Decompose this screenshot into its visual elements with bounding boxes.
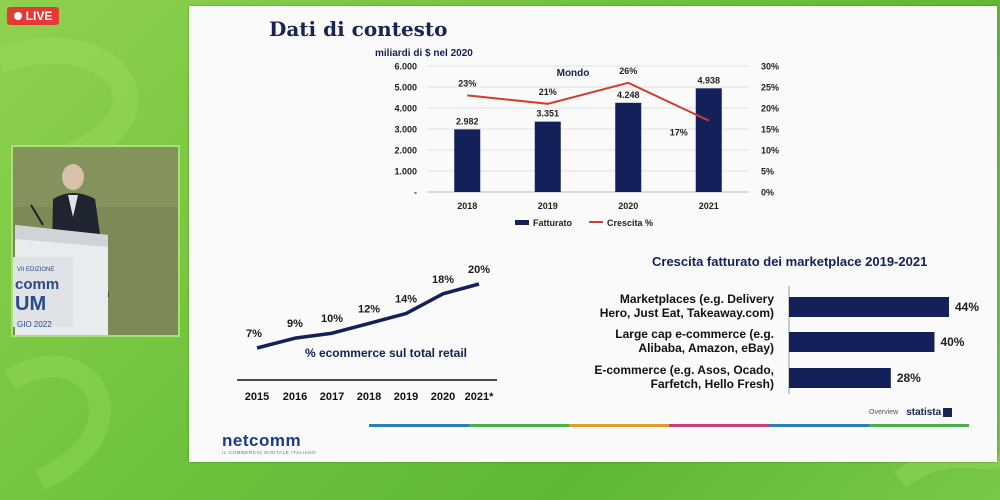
presentation-slide: Dati di contesto miliardi di $ nel 2020 -… bbox=[189, 6, 997, 462]
statista-logo: statista bbox=[906, 407, 953, 418]
color-strip bbox=[369, 424, 969, 427]
chart1-bar bbox=[534, 121, 561, 192]
chart1-y-left-tick: 5.000 bbox=[394, 83, 417, 93]
chart1-y-right-tick: 30% bbox=[761, 62, 779, 72]
chart3-bar bbox=[789, 368, 891, 388]
chart1-y-left-tick: 3.000 bbox=[394, 125, 417, 135]
chart1-legend-bar-swatch bbox=[515, 220, 529, 225]
chart3-category-label: Large cap e-commerce (e.g. bbox=[615, 327, 774, 341]
chart1-bar-label: 4.938 bbox=[697, 75, 720, 85]
chart1-x-tick: 2018 bbox=[457, 201, 477, 211]
chart1-title: Mondo bbox=[557, 68, 590, 79]
ecommerce-share-chart-svg: 7% 9% 10% 12% 14% 18% 20% % ecommerce sul total… bbox=[237, 264, 497, 403]
chart1-x-tick: 2021 bbox=[699, 201, 719, 211]
chart2-line bbox=[256, 282, 480, 350]
chart1-y-right-tick: 10% bbox=[761, 146, 779, 156]
revenue-growth-chart-svg: miliardi di $ nel 2020 - 1.000 2.000 3.000 4.… bbox=[375, 48, 779, 228]
chart1-y-right-tick: 15% bbox=[761, 125, 779, 135]
chart1-bar-label: 3.351 bbox=[536, 109, 559, 119]
chart1-legend-line-label: Crescita % bbox=[607, 218, 653, 228]
stage-sign-line-2: comm bbox=[15, 276, 59, 293]
chart1-line-label: 23% bbox=[458, 78, 476, 88]
chart2-point-label: 14% bbox=[395, 294, 417, 306]
netcomm-logo: netcomm IL COMMERCIO DIGITALE ITALIANO bbox=[222, 431, 316, 455]
speaker-head bbox=[62, 164, 84, 190]
chart2-point-label: 20% bbox=[468, 264, 490, 276]
speaker-illustration: VII EDIZIONE comm UM GIO 2022 bbox=[13, 147, 178, 335]
chart1-y-left-tick: 1.000 bbox=[394, 167, 417, 177]
chart1-bar-label: 4.248 bbox=[617, 90, 640, 100]
chart1-bar bbox=[695, 88, 722, 192]
netcomm-subtitle: IL COMMERCIO DIGITALE ITALIANO bbox=[222, 450, 317, 455]
marketplace-growth-chart-svg: Crescita fatturato dei marketplace 2019-… bbox=[594, 254, 979, 394]
stage-sign-line-3: UM bbox=[15, 293, 46, 315]
slide-title: Dati di contesto bbox=[269, 17, 448, 41]
stage-sign-line-1: VII EDIZIONE bbox=[17, 267, 54, 273]
chart1-y-right-tick: 5% bbox=[761, 167, 774, 177]
chart2-x-tick: 2019 bbox=[394, 391, 418, 403]
chart2-x-tick: 2018 bbox=[357, 391, 381, 403]
chart3-category-label: Marketplaces (e.g. Delivery bbox=[620, 292, 774, 306]
chart1-y-left-tick: - bbox=[414, 188, 417, 198]
chart2-point-label: 18% bbox=[432, 274, 454, 286]
chart3-category-label: Farfetch, Hello Fresh) bbox=[651, 377, 774, 391]
statista-brand: statista bbox=[906, 407, 942, 418]
chart1-y-left-tick: 6.000 bbox=[394, 62, 417, 72]
chart3-category-label: E-commerce (e.g. Asos, Ocado, bbox=[594, 363, 774, 377]
chart3-bar-label: 40% bbox=[940, 335, 964, 349]
chart1-legend-bar-label: Fatturato bbox=[533, 218, 572, 228]
source-overview: Overview bbox=[869, 409, 899, 416]
chart3-bar bbox=[789, 332, 935, 352]
chart1-y-left-tick: 4.000 bbox=[394, 104, 417, 114]
source-footer: Overview statista bbox=[869, 407, 953, 418]
chart2-x-tick: 2020 bbox=[431, 391, 455, 403]
chart1-growth-line bbox=[467, 81, 710, 122]
chart1-bar bbox=[454, 129, 481, 192]
live-label: LIVE bbox=[25, 9, 53, 23]
chart1-y-right-tick: 25% bbox=[761, 83, 779, 93]
chart3-title: Crescita fatturato dei marketplace 2019-… bbox=[652, 254, 927, 269]
chart1-bar-label: 2.982 bbox=[456, 116, 479, 126]
statista-mark-icon bbox=[943, 408, 953, 417]
chart2-x-tick: 2016 bbox=[283, 391, 307, 403]
live-dot-icon bbox=[13, 12, 22, 20]
chart1-x-tick: 2020 bbox=[618, 201, 638, 211]
chart2-point-label: 10% bbox=[321, 313, 343, 325]
chart1-x-tick: 2019 bbox=[538, 201, 558, 211]
chart3-bar-label: 44% bbox=[955, 300, 979, 314]
chart1-line-label: 26% bbox=[619, 66, 637, 76]
chart1-line-label: 17% bbox=[670, 128, 688, 138]
chart3-bar bbox=[789, 297, 949, 317]
live-badge: LIVE bbox=[7, 7, 59, 25]
speaker-video-feed: VII EDIZIONE comm UM GIO 2022 bbox=[11, 145, 180, 337]
netcomm-name: netcomm bbox=[222, 431, 302, 450]
chart1-unit-label: miliardi di $ nel 2020 bbox=[375, 48, 473, 59]
stage-sign-line-4: GIO 2022 bbox=[17, 320, 52, 329]
chart1-line-label: 21% bbox=[539, 87, 557, 97]
chart1-y-right-tick: 0% bbox=[761, 188, 774, 198]
chart2-x-tick: 2021* bbox=[465, 391, 494, 403]
chart3-category-label: Alibaba, Amazon, eBay) bbox=[638, 341, 774, 355]
chart1-y-left-tick: 2.000 bbox=[394, 146, 417, 156]
chart2-point-label: 7% bbox=[246, 328, 262, 340]
chart2-point-label: 9% bbox=[287, 318, 303, 330]
chart3-bar-label: 28% bbox=[897, 371, 921, 385]
chart2-x-tick: 2017 bbox=[320, 391, 344, 403]
chart1-y-right-tick: 20% bbox=[761, 104, 779, 114]
chart1-bar bbox=[615, 102, 642, 192]
chart3-category-label: Hero, Just Eat, Takeaway.com) bbox=[600, 306, 774, 320]
chart2-point-label: 12% bbox=[358, 303, 380, 315]
chart2-title: % ecommerce sul total retail bbox=[305, 346, 467, 360]
chart2-x-tick: 2015 bbox=[245, 391, 269, 403]
